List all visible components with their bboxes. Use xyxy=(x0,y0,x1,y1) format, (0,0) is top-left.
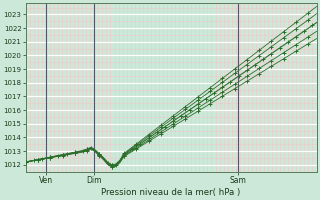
X-axis label: Pression niveau de la mer( hPa ): Pression niveau de la mer( hPa ) xyxy=(101,188,241,197)
